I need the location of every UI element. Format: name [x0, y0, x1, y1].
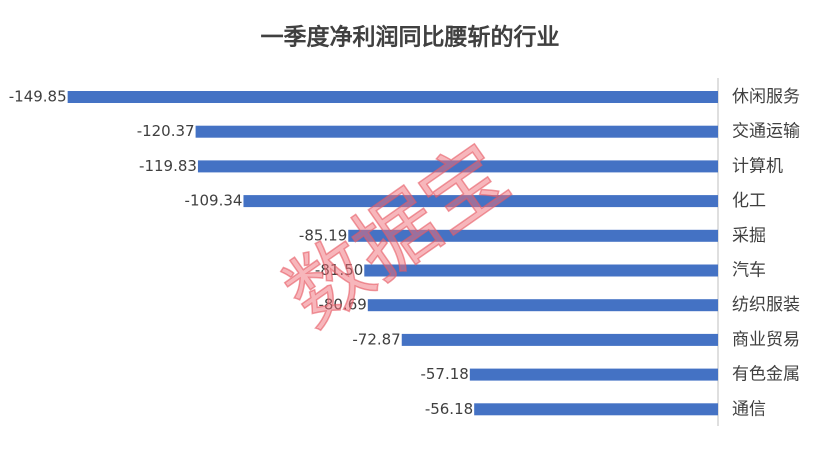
bar [195, 125, 719, 138]
chart-title: 一季度净利润同比腰斩的行业 [261, 24, 560, 51]
value-label: -56.18 [425, 400, 473, 418]
bar [67, 91, 718, 103]
value-label: -119.83 [139, 157, 197, 175]
category-label: 采掘 [732, 226, 766, 246]
bar [401, 333, 718, 346]
bar [348, 229, 718, 242]
value-label: -81.50 [315, 261, 363, 279]
value-label: -149.85 [9, 88, 67, 106]
bar [243, 195, 718, 208]
bar [474, 403, 718, 416]
category-label: 交通运输 [732, 122, 800, 142]
category-label: 休闲服务 [732, 87, 800, 107]
bar [197, 160, 718, 173]
category-label: 纺织服装 [732, 295, 800, 315]
category-label: 有色金属 [732, 365, 800, 385]
category-label: 汽车 [732, 261, 766, 281]
value-label: -80.69 [318, 296, 366, 314]
category-label: 计算机 [732, 156, 783, 176]
category-label: 商业贸易 [732, 330, 800, 350]
value-label: -109.34 [185, 192, 243, 210]
value-label: -85.19 [299, 226, 347, 244]
category-label: 通信 [732, 399, 766, 419]
bar [367, 299, 718, 312]
value-label: -120.37 [137, 122, 195, 140]
value-label: -72.87 [352, 330, 400, 348]
bar [469, 368, 718, 381]
value-label: -57.18 [420, 365, 468, 383]
bar [364, 264, 718, 277]
category-label: 化工 [732, 191, 766, 211]
